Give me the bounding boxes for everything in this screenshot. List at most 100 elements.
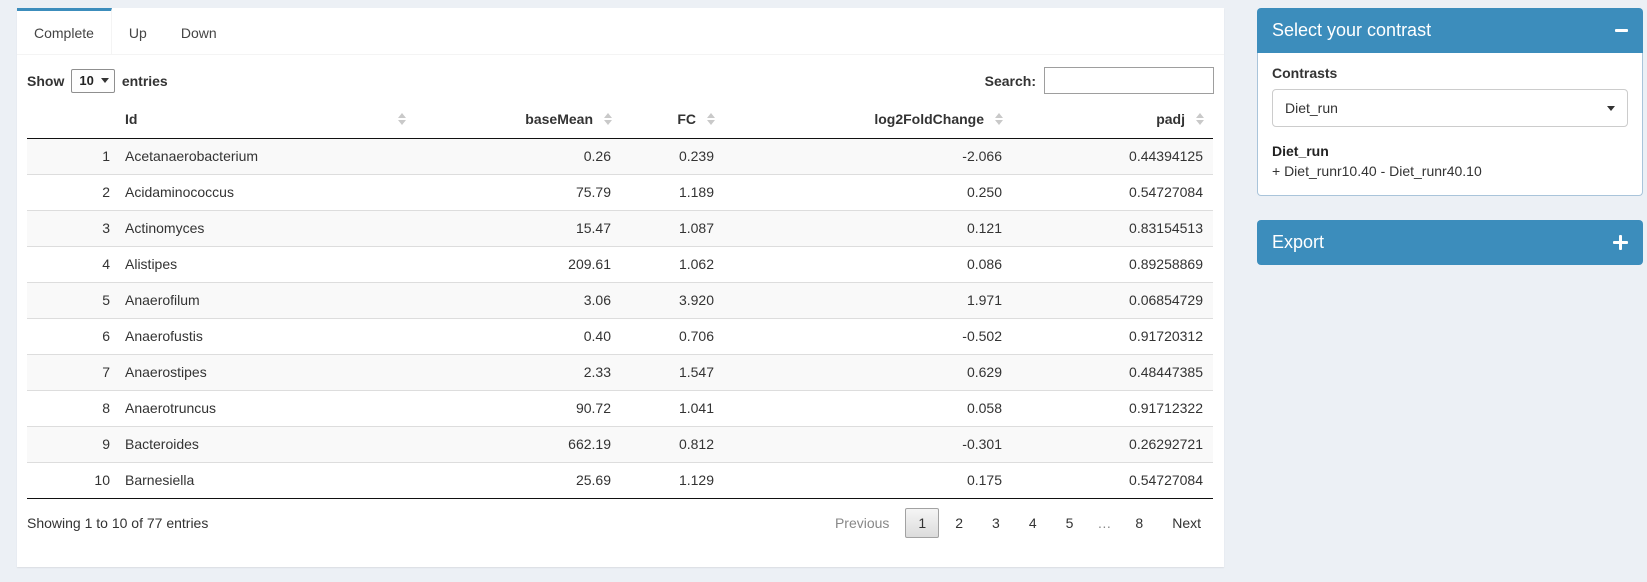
- contrast-panel-body: Contrasts Diet_run Diet_run + Diet_runr1…: [1257, 53, 1643, 196]
- padj-cell: 0.54727084: [1012, 461, 1213, 498]
- collapse-minus-icon[interactable]: [1615, 29, 1628, 32]
- padj-cell: 0.83154513: [1012, 209, 1213, 246]
- page-length-select[interactable]: 10: [71, 68, 115, 93]
- sort-icon: [995, 112, 1003, 125]
- id-cell: Anaerotruncus: [115, 389, 415, 426]
- fc-cell: 0.812: [621, 425, 724, 462]
- table-row: 8 Anaerotruncus 90.72 1.041 0.058 0.91712322: [27, 389, 1213, 426]
- basemean-cell: 75.79: [415, 173, 621, 210]
- fc-cell: 0.239: [678, 148, 714, 164]
- pagination-4-button[interactable]: 4: [1028, 514, 1037, 531]
- id-cell: Bacteroides: [115, 425, 415, 462]
- caret-down-icon: [100, 78, 109, 83]
- id-cell: Alistipes: [115, 245, 415, 282]
- export-panel-header[interactable]: Export: [1257, 220, 1643, 265]
- padj-cell: 0.91720312: [1012, 317, 1213, 354]
- table-controls: Show 10 entries Search:: [27, 67, 1214, 94]
- row-number-cell: 7: [27, 353, 115, 390]
- log2foldchange-cell: -0.301: [724, 425, 1012, 462]
- sort-icon: [1196, 112, 1204, 125]
- padj-cell: 0.89258869: [1012, 245, 1213, 282]
- padj-cell: 0.44394125: [1129, 148, 1203, 164]
- search-input[interactable]: [1044, 67, 1214, 94]
- tab-complete[interactable]: Complete: [17, 8, 112, 54]
- contrast-formula: + Diet_runr10.40 - Diet_runr40.10: [1272, 163, 1482, 179]
- log2foldchange-cell: 0.086: [724, 245, 1012, 282]
- padj-cell: 0.54727084: [1012, 173, 1213, 210]
- id-cell: Actinomyces: [115, 209, 415, 246]
- row-number-cell: 8: [27, 389, 115, 426]
- id-cell: Barnesiella: [115, 461, 415, 498]
- row-number-cell: 9: [27, 425, 115, 462]
- fc-cell: 1.547: [621, 353, 724, 390]
- log2foldchange-cell: 0.058: [724, 389, 1012, 426]
- table-body: 1 Acetanaerobacterium 0.26 0.239 -2.066 0.443…: [27, 138, 1213, 498]
- results-tabbox: Complete Up Down Show 10 entries Search:: [17, 8, 1224, 567]
- table-row: 1 Acetanaerobacterium 0.26 0.239 -2.066 0.443…: [27, 138, 1213, 174]
- page-length-value: 10: [79, 73, 94, 88]
- pagination-5-button[interactable]: 5: [1065, 514, 1074, 531]
- pagination-1-button[interactable]: 1: [905, 507, 940, 538]
- row-number-cell: 4: [27, 245, 115, 282]
- id-cell: Anaerofustis: [115, 317, 415, 354]
- sort-icon: [398, 112, 406, 125]
- entries-label: entries: [121, 72, 168, 89]
- table-header-row: Id baseMean FC log2FoldChange padj: [27, 100, 1213, 139]
- tab-down[interactable]: Down: [180, 24, 217, 41]
- log2foldchange-cell: 0.175: [724, 461, 1012, 498]
- fc-cell: 1.087: [621, 209, 724, 246]
- pagination-3-button[interactable]: 3: [992, 514, 1000, 531]
- pagination-previous-button[interactable]: Previous: [834, 514, 890, 531]
- log2foldchange-cell: -0.502: [724, 317, 1012, 354]
- fc-cell: 3.920: [621, 281, 724, 318]
- export-panel: Export: [1257, 220, 1643, 265]
- basemean-cell: 15.47: [415, 209, 621, 246]
- basemean-cell: 209.61: [415, 245, 621, 282]
- table-row: 3 Actinomyces 15.47 1.087 0.121 0.83154513: [27, 209, 1213, 246]
- page-length-control: Show 10 entries: [27, 68, 168, 93]
- contrast-name: Diet_run: [1272, 143, 1329, 159]
- row-number-cell: 1: [102, 148, 110, 164]
- pagination-next-button[interactable]: Next: [1172, 514, 1201, 531]
- col-header-fc[interactable]: FC: [621, 100, 724, 139]
- col-header-label: log2FoldChange: [874, 110, 984, 127]
- contrast-select[interactable]: Diet_run: [1272, 89, 1628, 127]
- tab-up[interactable]: Up: [128, 24, 147, 41]
- id-cell: Anaerostipes: [115, 353, 415, 390]
- basemean-cell: 2.33: [415, 353, 621, 390]
- padj-cell: 0.26292721: [1012, 425, 1213, 462]
- table-row: 5 Anaerofilum 3.06 3.920 1.971 0.06854729: [27, 281, 1213, 318]
- pagination-8-button[interactable]: 8: [1135, 514, 1144, 531]
- search-label: Search:: [984, 72, 1036, 89]
- table-row: 10 Barnesiella 25.69 1.129 0.175 0.54727084: [27, 461, 1213, 498]
- row-number-cell: 2: [27, 173, 115, 210]
- log2foldchange-cell: 1.971: [724, 281, 1012, 318]
- col-header-label: padj: [1156, 110, 1185, 127]
- col-header-padj[interactable]: padj: [1012, 100, 1213, 139]
- results-table: Id baseMean FC log2FoldChange padj: [27, 100, 1213, 499]
- fc-cell: 1.041: [621, 389, 724, 426]
- pagination-ellipsis: …: [1097, 514, 1112, 531]
- contrast-select-value: Diet_run: [1285, 100, 1338, 116]
- basemean-cell: 25.69: [415, 461, 621, 498]
- basemean-cell: 0.40: [415, 317, 621, 354]
- row-number-cell: 10: [27, 461, 115, 498]
- table-row: 7 Anaerostipes 2.33 1.547 0.629 0.48447385: [27, 353, 1213, 390]
- padj-cell: 0.06854729: [1012, 281, 1213, 318]
- col-header-log2foldchange[interactable]: log2FoldChange: [724, 100, 1012, 139]
- pagination-2-button[interactable]: 2: [955, 514, 964, 531]
- basemean-cell: 0.26: [583, 148, 611, 164]
- col-header-label: baseMean: [525, 110, 593, 127]
- export-panel-title: Export: [1272, 232, 1325, 252]
- sort-icon: [604, 112, 612, 125]
- col-header-id[interactable]: Id: [115, 100, 415, 139]
- table-info: Showing 1 to 10 of 77 entries: [27, 514, 209, 531]
- col-header-basemean[interactable]: baseMean: [415, 100, 621, 139]
- log2foldchange-cell: -2.066: [962, 148, 1002, 164]
- expand-plus-icon[interactable]: [1613, 235, 1628, 250]
- table-row: 2 Acidaminococcus 75.79 1.189 0.250 0.5472708…: [27, 173, 1213, 210]
- caret-down-icon: [1607, 105, 1615, 111]
- id-cell: Anaerofilum: [115, 281, 415, 318]
- contrast-panel-header[interactable]: Select your contrast: [1257, 8, 1643, 53]
- tab-bar: Complete Up Down: [17, 8, 1224, 55]
